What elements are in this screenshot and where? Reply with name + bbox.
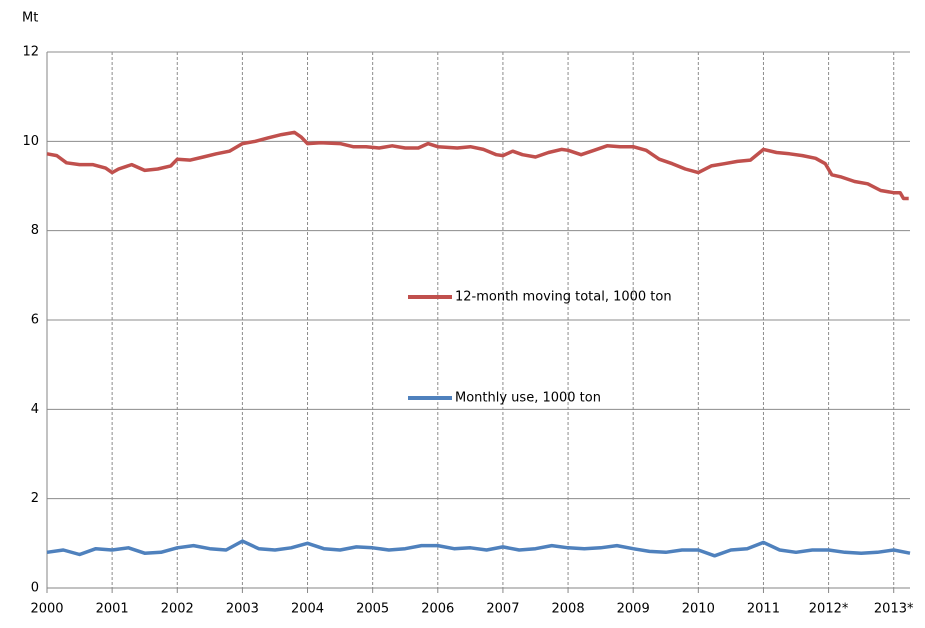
x-tick-label: 2013* [874, 602, 914, 617]
x-tick-label: 2010 [682, 602, 715, 617]
x-tick-label: 2000 [30, 602, 63, 617]
x-tick-label: 2002 [161, 602, 194, 617]
y-tick-label: 6 [31, 313, 39, 328]
y-tick-label: 4 [31, 402, 39, 417]
legend-label: 12-month moving total, 1000 ton [455, 290, 672, 305]
y-tick-label: 8 [31, 223, 39, 238]
x-tick-label: 2011 [747, 602, 780, 617]
x-tick-label: 2001 [96, 602, 129, 617]
y-tick-label: 12 [22, 45, 39, 60]
x-tick-label: 2012* [809, 602, 849, 617]
x-tick-label: 2003 [226, 602, 259, 617]
x-tick-label: 2007 [486, 602, 519, 617]
y-tick-label: 0 [31, 581, 39, 596]
x-tick-label: 2009 [617, 602, 650, 617]
y-tick-label: 10 [22, 134, 39, 149]
series-line [46, 130, 909, 201]
x-tick-label: 2008 [552, 602, 585, 617]
x-tick-label: 2004 [291, 602, 324, 617]
x-tick-label: 2005 [356, 602, 389, 617]
series-line [46, 539, 911, 558]
y-tick-label: 2 [31, 491, 39, 506]
x-tick-label: 2006 [421, 602, 454, 617]
legend-label: Monthly use, 1000 ton [455, 391, 601, 406]
y-axis-label: Mt [22, 11, 38, 26]
